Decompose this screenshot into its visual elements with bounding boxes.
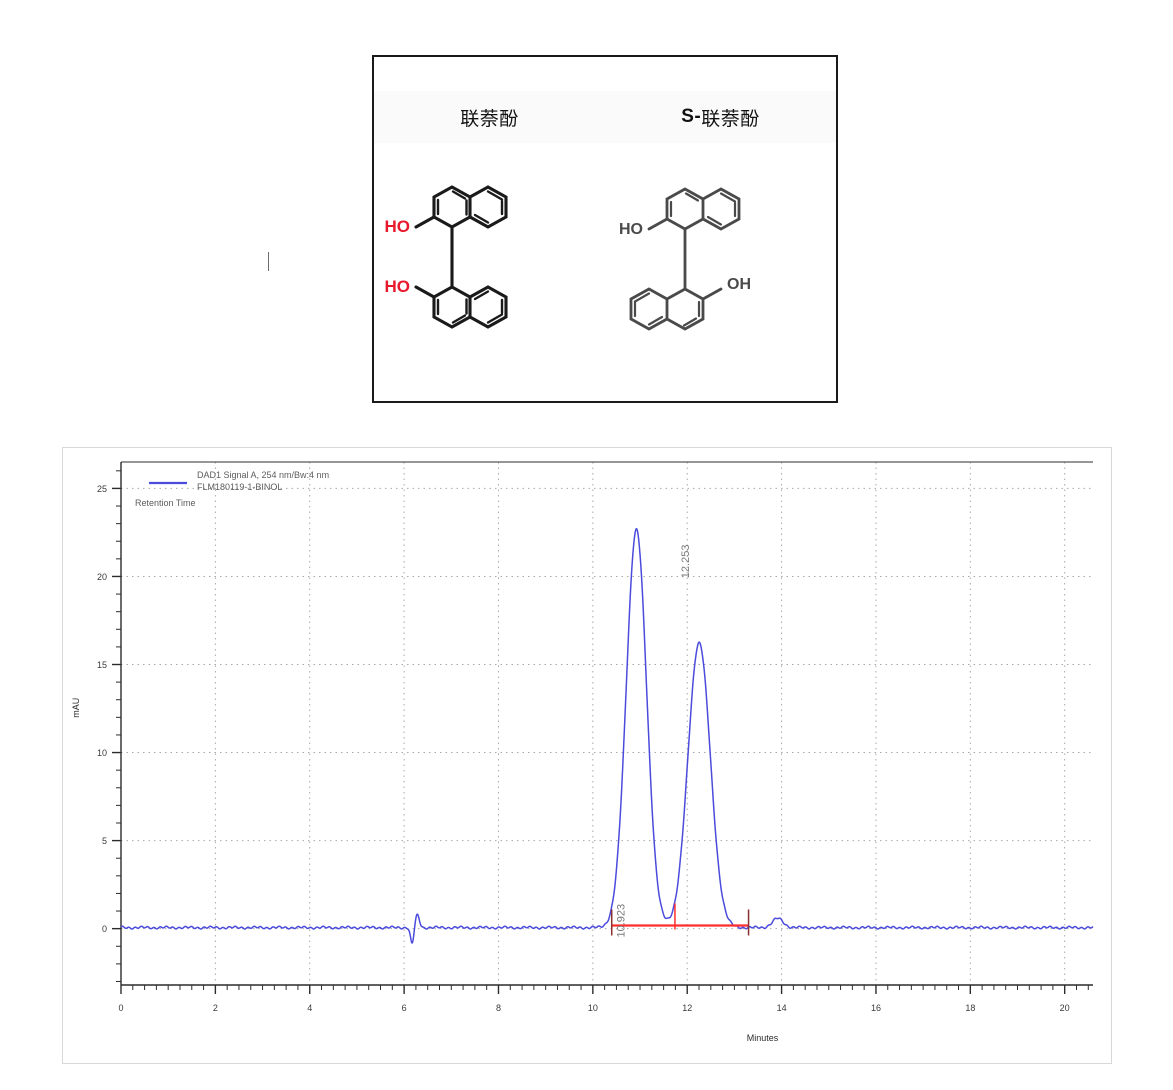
stray-cursor-mark <box>268 252 269 271</box>
structure-header-s-enantiomer: S- 联萘酚 <box>605 91 836 143</box>
legend-entry-sample: FLM180119-1-BINOL <box>197 482 282 492</box>
x-tick-label: 10 <box>588 1003 598 1013</box>
x-tick-label: 0 <box>118 1003 123 1013</box>
x-tick-label: 14 <box>777 1003 787 1013</box>
peak-retention-time-label: 12.253 <box>680 545 692 579</box>
structure-figure-row: HO HO <box>374 167 836 397</box>
structure-figure-s-enantiomer: HO OH <box>607 167 840 397</box>
chromatogram-panel: 0 2 4 6 8 10 12 14 16 18 20 0 5 10 15 20 25 10.923 12.253… <box>62 447 1112 1064</box>
chart-gridlines <box>121 462 1093 985</box>
y-axis-title: mAU <box>71 698 81 718</box>
x-axis-title: Minutes <box>747 1033 779 1043</box>
legend-entry-signal: DAD1 Signal A, 254 nm/Bw:4 nm <box>197 470 329 480</box>
chart-baseline-markers <box>610 903 750 936</box>
x-tick-label: 2 <box>213 1003 218 1013</box>
chart-trace <box>120 527 1094 944</box>
y-tick-label: 20 <box>97 572 107 582</box>
x-tick-label: 8 <box>496 1003 501 1013</box>
legend-annotation-header: Retention Time <box>135 498 196 508</box>
x-tick-label: 18 <box>965 1003 975 1013</box>
x-tick-label: 4 <box>307 1003 312 1013</box>
chart-axis-titles: Minutes mAU <box>71 698 779 1043</box>
structure-header-s-prefix: S- <box>681 106 702 127</box>
s-binol-oh-label-lower: OH <box>727 276 751 293</box>
y-tick-label: 10 <box>97 748 107 758</box>
y-tick-label: 5 <box>102 836 107 846</box>
structure-figure-racemic: HO HO <box>374 167 607 397</box>
y-tick-label: 0 <box>102 924 107 934</box>
s-binol-oh-label-upper: HO <box>619 221 643 238</box>
chart-peak-labels: 10.923 12.253 <box>615 545 692 938</box>
structure-header-row: 联萘酚 S- 联萘酚 <box>374 91 836 143</box>
structure-header-racemic-label: 联萘酚 <box>460 108 519 130</box>
binol-s-svg: HO OH <box>619 187 751 331</box>
chromatogram-svg: 0 2 4 6 8 10 12 14 16 18 20 0 5 10 15 20 25 10.923 12.253… <box>71 461 1094 1043</box>
chart-legend: DAD1 Signal A, 254 nm/Bw:4 nm FLM180119-1… <box>135 470 329 508</box>
y-tick-label: 15 <box>97 660 107 670</box>
x-tick-label: 12 <box>682 1003 692 1013</box>
y-tick-label: 25 <box>97 484 107 494</box>
structure-header-s-label: 联萘酚 <box>701 108 760 130</box>
structure-header-racemic: 联萘酚 <box>374 91 605 143</box>
signal-trace <box>120 527 1094 944</box>
racemic-oh-label-upper: HO <box>385 217 411 236</box>
x-tick-label: 6 <box>402 1003 407 1013</box>
chart-axes: 0 2 4 6 8 10 12 14 16 18 20 0 5 10 15 20 25 <box>97 461 1093 1013</box>
structure-panel: 联萘酚 S- 联萘酚 <box>372 55 838 403</box>
x-tick-label: 20 <box>1060 1003 1070 1013</box>
peak-retention-time-label: 10.923 <box>615 904 627 938</box>
binol-racemic-svg: HO HO <box>385 185 508 329</box>
racemic-oh-label-lower: HO <box>385 277 411 296</box>
x-tick-label: 16 <box>871 1003 881 1013</box>
